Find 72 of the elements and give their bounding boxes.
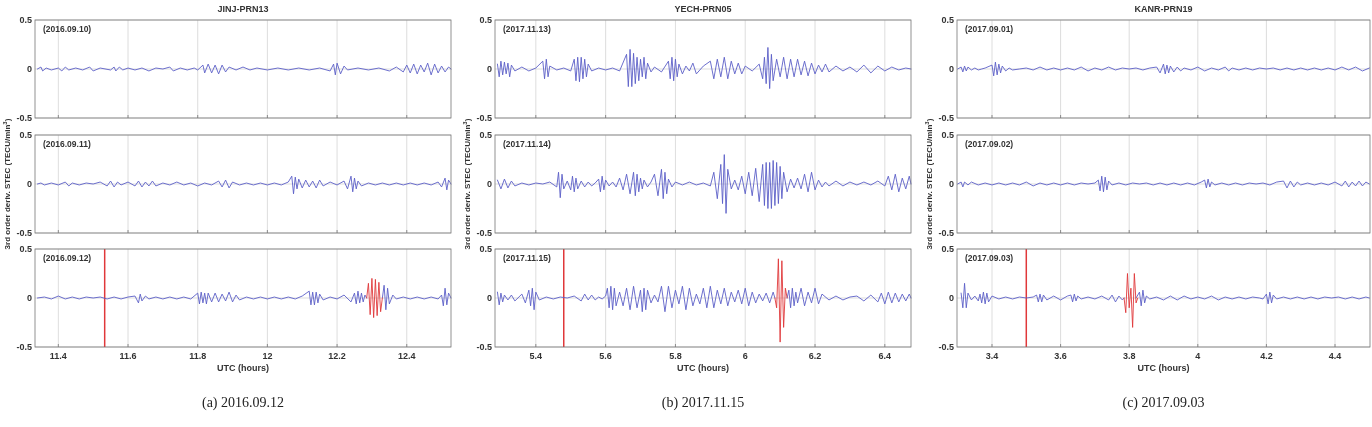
line-series [774,258,788,343]
text: (c) 2017.09.03 [1122,395,1205,411]
y-tick-label: 0.5 [19,244,32,254]
y-tick-label: -0.5 [476,228,492,238]
line-series [36,175,452,195]
line-series [36,62,452,76]
y-tick-label: 0 [486,293,492,303]
x-tick-label: 6.4 [878,351,892,361]
x-tick-label: 3.6 [1054,351,1067,361]
x-tick-label: 3.4 [985,351,999,361]
x-tick-label: 3.8 [1122,351,1136,361]
text: (a) 2016.09.12 [201,395,285,411]
x-axis-title: UTC (hours) [1137,363,1190,373]
y-tick-label: -0.5 [16,342,32,352]
x-tick-label: 5.8 [669,351,682,361]
chart-title: YECH-PRN05 [674,4,732,14]
annotation: (2017.11.13) [503,24,551,34]
x-tick-label: 6.2 [808,351,822,361]
annotation: (2017.09.01) [965,24,1014,34]
x-axis-title: UTC (hours) [217,363,269,373]
y-tick-label: -0.5 [938,113,954,123]
y-tick-label: 0.5 [479,15,492,25]
annotation: (2017.09.02) [965,139,1014,149]
y-tick-label: -0.5 [938,228,954,238]
annotation: (2017.11.15) [503,253,551,263]
x-axis-title: UTC (hours) [677,363,729,373]
y-tick-label: 0.5 [941,130,954,140]
y-tick-label: 0 [948,64,954,74]
y-tick-label: 0.5 [19,130,32,140]
y-tick-label: -0.5 [16,113,32,123]
x-tick-label: 11.4 [49,351,67,361]
y-tick-label: 0.5 [479,130,492,140]
x-tick-label: 5.4 [529,351,543,361]
x-tick-label: 4.2 [1260,351,1273,361]
y-tick-label: 0 [26,179,32,189]
annotation: (2016.09.11) [43,139,91,149]
x-tick-label: 5.6 [599,351,612,361]
line-series [957,61,1370,77]
x-tick-label: 11.6 [119,351,137,361]
y-tick-label: 0.5 [941,244,954,254]
y-tick-label: 0 [26,293,32,303]
y-tick-label: -0.5 [476,342,492,352]
y-tick-label: 0 [948,293,954,303]
y-tick-label: 0.5 [941,15,954,25]
line-series [366,277,383,319]
x-tick-label: 6 [742,351,748,361]
y-tick-label: -0.5 [16,228,32,238]
x-tick-label: 12 [262,351,273,361]
y-tick-label: -0.5 [938,342,954,352]
annotation: (2017.09.03) [965,253,1014,263]
annotation: (2017.11.14) [503,139,551,149]
chart-title: KANR-PRN19 [1134,4,1193,14]
annotation: (2016.09.12) [43,253,92,263]
line-series [496,46,912,90]
x-tick-label: 4.4 [1328,351,1342,361]
text: (b) 2017.11.15 [661,395,745,411]
y-tick-label: 0.5 [479,244,492,254]
line-series [1123,273,1139,328]
x-tick-label: 11.8 [189,351,207,361]
annotation: (2016.09.10) [43,24,92,34]
x-tick-label: 4 [1195,351,1201,361]
x-tick-label: 12.2 [328,351,346,361]
x-tick-label: 12.4 [397,351,416,361]
y-tick-label: 0 [26,64,32,74]
y-tick-label: 0 [948,179,954,189]
y-tick-label: -0.5 [476,113,492,123]
y-tick-label: 0.5 [19,15,32,25]
line-series [496,154,912,214]
y-tick-label: 0 [486,179,492,189]
chart-title: JINJ-PRN13 [217,4,269,14]
y-tick-label: 0 [486,64,492,74]
line-series [957,175,1370,193]
